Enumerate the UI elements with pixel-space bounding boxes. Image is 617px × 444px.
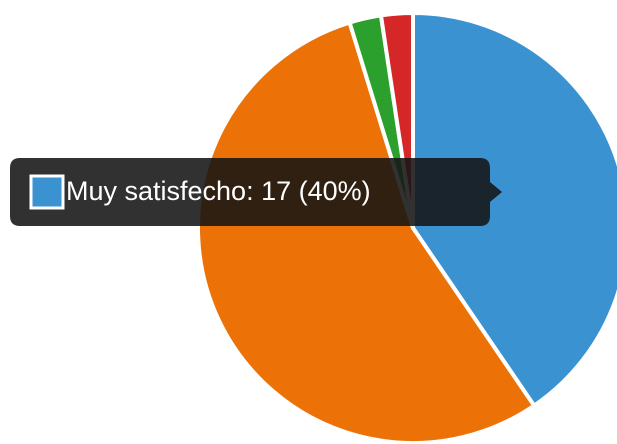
tooltip-text: Muy satisfecho: 17 (40%) (66, 176, 371, 206)
tooltip: Muy satisfecho: 17 (40%) (10, 158, 502, 226)
pie-slice[interactable] (196, 20, 537, 444)
tooltip-swatch (29, 174, 65, 210)
tooltip-box (10, 158, 502, 226)
pie-slice[interactable] (411, 11, 617, 408)
pie (196, 11, 617, 444)
